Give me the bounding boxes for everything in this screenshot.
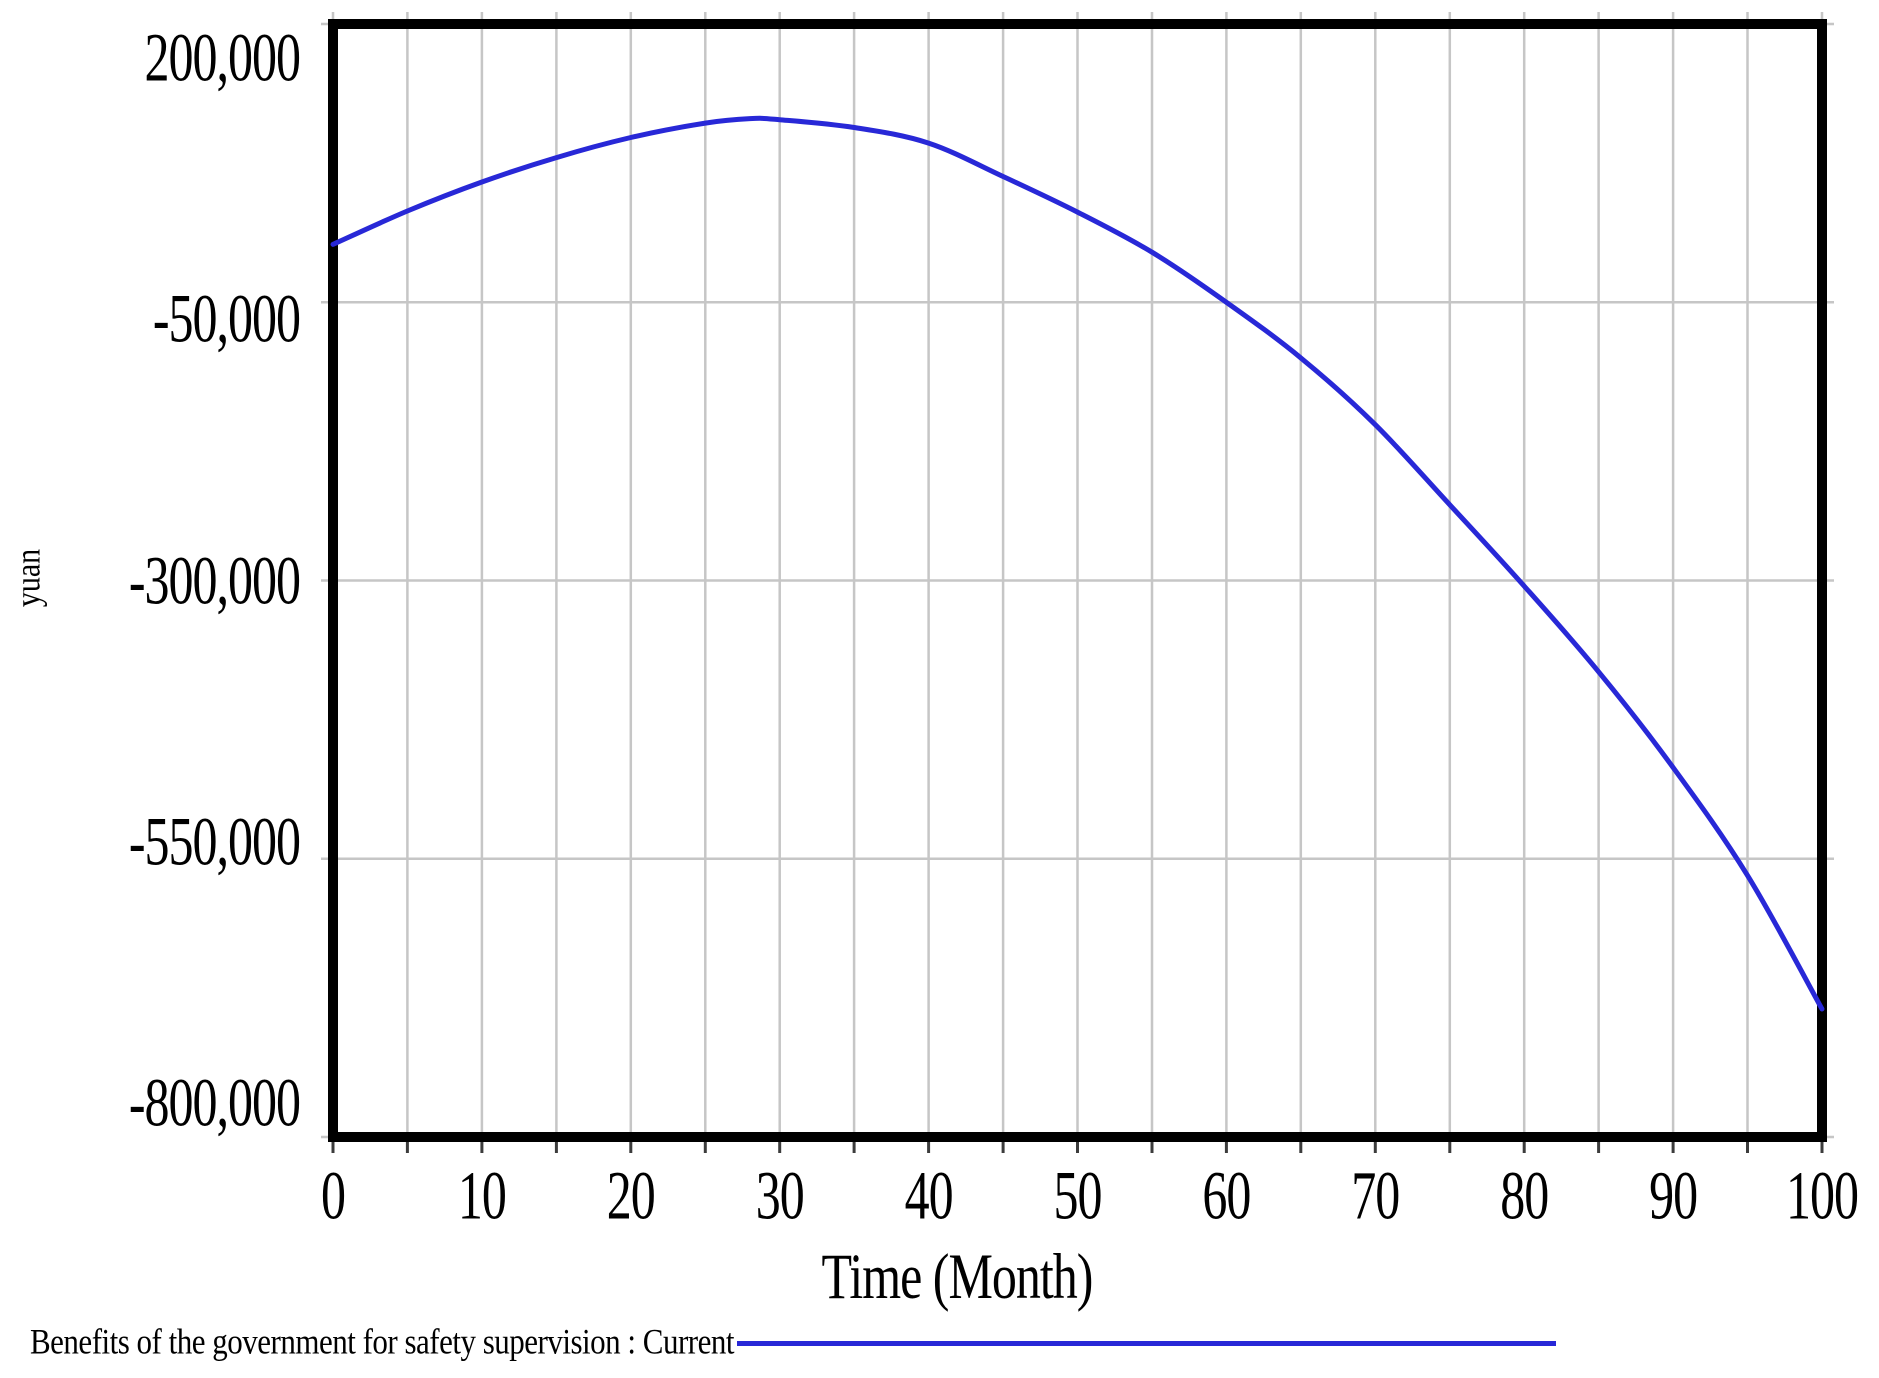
- x-tick-label: 20: [606, 1156, 656, 1234]
- x-axis-title: Time (Month): [821, 1239, 1094, 1313]
- x-gridlines: [331, 12, 1824, 1139]
- plot-frame: [328, 19, 1827, 1142]
- y-axis-title: yuan: [9, 548, 48, 608]
- x-tick-label: 40: [904, 1156, 954, 1234]
- x-tick-label: 80: [1500, 1156, 1549, 1234]
- x-tick-label: 10: [457, 1156, 507, 1234]
- x-tick-label: 0: [321, 1156, 346, 1234]
- x-tick-label: 100: [1786, 1156, 1859, 1234]
- y-tick-label: -800,000: [128, 1063, 301, 1141]
- x-axis-ticks: [331, 1141, 1824, 1153]
- legend-label: Benefits of the government for safety su…: [30, 1321, 734, 1362]
- x-tick-label: 70: [1351, 1156, 1400, 1234]
- x-tick-label: 30: [755, 1156, 805, 1234]
- x-tick-label: 90: [1649, 1156, 1698, 1234]
- x-tick-label: 50: [1053, 1156, 1103, 1234]
- series-line: [330, 115, 1825, 1012]
- y-tick-label: -550,000: [128, 802, 301, 880]
- x-tick-label: 60: [1202, 1156, 1251, 1234]
- y-tick-label: -300,000: [128, 540, 301, 619]
- y-tick-label: -50,000: [152, 279, 301, 357]
- y-tick-label: 200,000: [144, 18, 302, 96]
- legend-line-swatch: [737, 1341, 1556, 1346]
